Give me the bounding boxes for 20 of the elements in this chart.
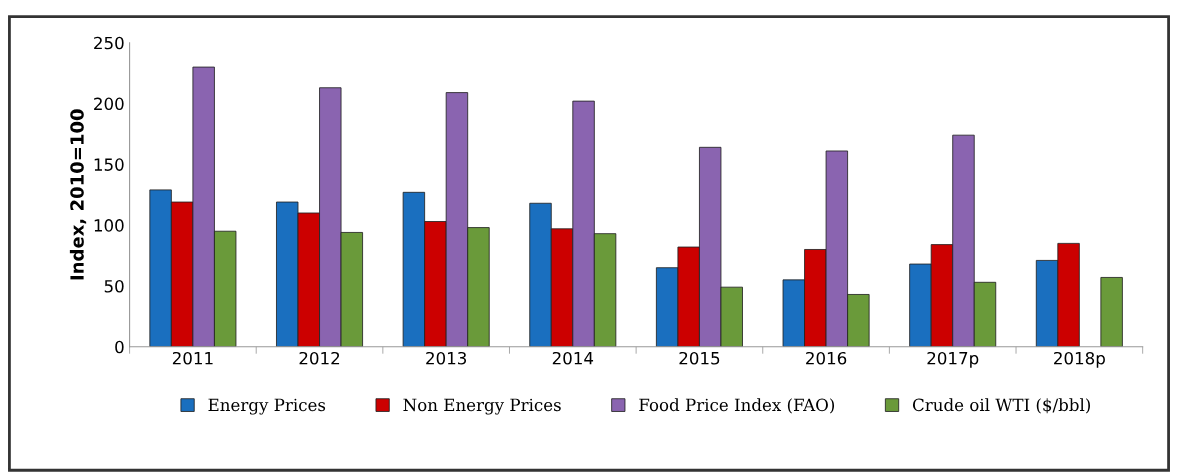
y-tick-label: 100 bbox=[94, 219, 124, 232]
legend-label: Crude oil WTI ($/bbl) bbox=[912, 398, 1091, 414]
legend-label: Non Energy Prices bbox=[403, 398, 561, 415]
y-tick-label: 0 bbox=[115, 340, 124, 354]
x-tick-label: 2012 bbox=[299, 351, 340, 365]
y-tick-label: 50 bbox=[104, 279, 124, 293]
legend-label: Energy Prices bbox=[208, 398, 326, 415]
bar bbox=[1100, 277, 1123, 347]
x-tick-label: 2014 bbox=[552, 351, 594, 365]
y-tick-label: 200 bbox=[94, 97, 124, 111]
y-tick-label: 150 bbox=[94, 158, 124, 171]
legend-label: Food Price Index (FAO) bbox=[639, 398, 835, 414]
x-tick-label: 2011 bbox=[172, 351, 213, 365]
x-tick-label: 2017p bbox=[927, 351, 979, 368]
x-tick-label: 2015 bbox=[679, 351, 720, 365]
y-tick-label: 250 bbox=[94, 36, 124, 50]
y-axis-title: Index, 2010=100 bbox=[69, 109, 87, 280]
x-tick-label: 2013 bbox=[426, 351, 467, 365]
x-tick-label: 2016 bbox=[806, 351, 847, 365]
x-tick-label: 2018p bbox=[1054, 351, 1105, 368]
